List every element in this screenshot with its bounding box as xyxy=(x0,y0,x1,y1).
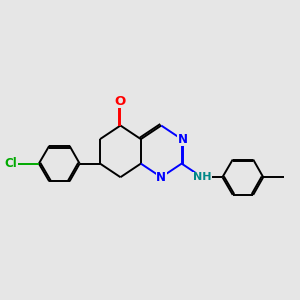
Text: O: O xyxy=(115,94,126,107)
Text: N: N xyxy=(178,133,188,146)
Text: N: N xyxy=(156,171,166,184)
Text: NH: NH xyxy=(193,172,211,182)
Text: Cl: Cl xyxy=(4,157,17,170)
